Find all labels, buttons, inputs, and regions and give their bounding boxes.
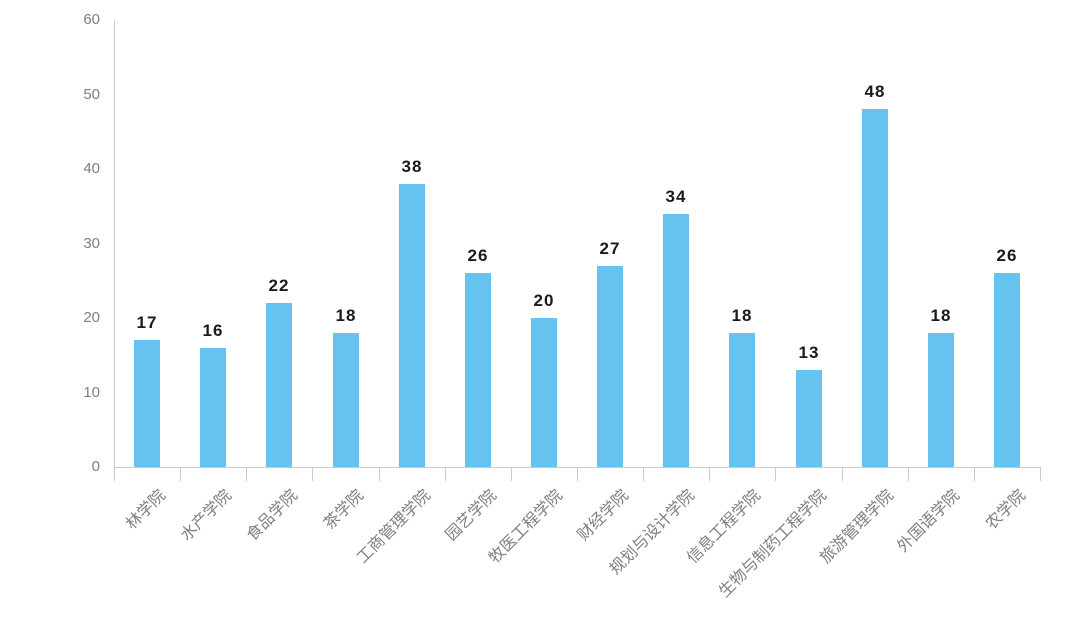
x-axis-tick	[775, 467, 776, 481]
bar	[399, 184, 425, 467]
x-axis-category-label: 食品学院	[243, 487, 302, 545]
x-axis-category-label: 财经学院	[574, 487, 633, 545]
bar	[266, 303, 292, 467]
y-axis-tick-label: 10	[83, 384, 100, 401]
bar	[663, 214, 689, 467]
y-axis-tick-label: 40	[83, 160, 100, 177]
y-axis-tick-label: 30	[83, 235, 100, 252]
bar	[928, 333, 954, 467]
bar-value-label: 18	[731, 306, 753, 325]
bar	[333, 333, 359, 467]
bar	[796, 370, 822, 467]
y-axis-tick-label: 0	[91, 458, 100, 475]
x-axis-category-label: 林学院	[123, 487, 170, 533]
bar	[729, 333, 755, 467]
x-axis-tick	[180, 467, 181, 481]
x-axis-tick	[577, 467, 578, 481]
bar-value-label: 18	[930, 306, 952, 325]
x-axis-tick	[842, 467, 843, 481]
bar-value-label: 48	[864, 82, 886, 101]
bar	[862, 109, 888, 467]
x-axis-category-label: 园艺学院	[442, 487, 501, 545]
bar	[465, 273, 491, 467]
bar-value-label: 20	[533, 291, 555, 310]
y-axis-tick-label: 50	[83, 86, 100, 103]
y-axis-tick-label: 60	[83, 11, 100, 28]
bar-value-label: 38	[401, 157, 423, 176]
bar	[200, 348, 226, 467]
bar-value-label: 26	[996, 246, 1018, 265]
bar-value-label: 27	[599, 239, 621, 258]
bar-value-label: 34	[665, 187, 687, 206]
bar-value-label: 17	[136, 313, 158, 332]
y-axis-line	[114, 20, 115, 481]
bar	[531, 318, 557, 467]
x-axis-tick	[974, 467, 975, 481]
bar-value-label: 16	[202, 321, 224, 340]
bar	[994, 273, 1020, 467]
x-axis-category-label: 水产学院	[177, 487, 236, 545]
x-axis-tick	[511, 467, 512, 481]
x-axis-tick	[709, 467, 710, 481]
bar	[134, 340, 160, 467]
x-axis-tick	[246, 467, 247, 481]
x-axis-tick	[445, 467, 446, 481]
x-axis-tick	[312, 467, 313, 481]
x-axis-tick	[908, 467, 909, 481]
bar-value-label: 18	[335, 306, 357, 325]
x-axis-tick	[643, 467, 644, 481]
y-axis-tick-label: 20	[83, 309, 100, 326]
bar	[597, 266, 623, 467]
bar-value-label: 22	[268, 276, 290, 295]
x-axis-category-label: 茶学院	[321, 487, 368, 533]
x-axis-tick	[1040, 467, 1041, 481]
x-axis-category-label: 外国语学院	[894, 487, 964, 556]
x-axis-category-label: 农学院	[983, 487, 1030, 533]
bar-value-label: 13	[798, 343, 820, 362]
bar-value-label: 26	[467, 246, 489, 265]
x-axis-tick	[379, 467, 380, 481]
x-axis-tick	[114, 467, 115, 481]
